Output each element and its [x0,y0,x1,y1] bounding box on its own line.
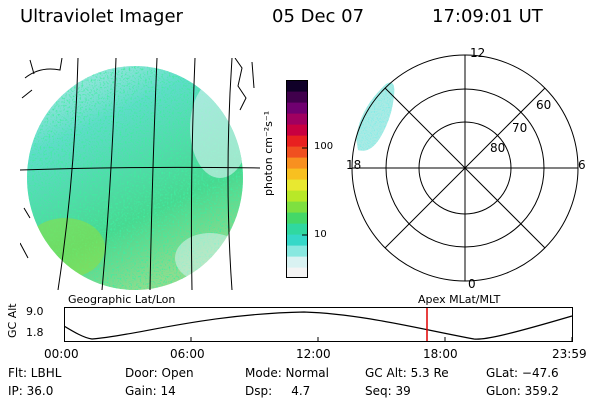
colorbar-unit-label: photon cm⁻²s⁻¹ [262,110,275,196]
image-time: 17:09:01 UT [432,6,543,27]
mlt-label-18: 18 [346,158,362,172]
filter-readout: Flt: LBHL [8,366,62,380]
gc-alt-axis-label: GC Alt [6,303,19,338]
mlat-label-80: 80 [490,141,506,155]
colorbar-band [286,124,308,136]
geographic-caption: Geographic Lat/Lon [68,293,176,306]
geographic-emission [27,66,243,290]
colorbar-band [286,179,308,191]
colorbar-band [286,135,308,147]
mlt-label-12: 12 [470,46,486,60]
colorbar-band [286,212,308,224]
colorbar-band [286,80,308,92]
mode-readout: Mode: Normal [245,366,329,380]
glat-readout: GLat: −47.6 [486,366,559,380]
mlt-label-6: 6 [578,158,586,172]
colorbar-tick-100: 100 [314,141,334,152]
colorbar-band [286,234,308,246]
colorbar-band [286,102,308,114]
time-tick-2359: 23:59 [552,347,587,361]
apex-caption: Apex MLat/MLT [418,293,501,306]
colorbar-band [286,113,308,125]
time-tick-0600: 06:00 [170,347,205,361]
dsp-readout: Dsp: 4.7 [245,384,311,398]
mlat-label-70: 70 [512,121,528,135]
colorbar-band [286,256,308,268]
ip-readout: IP: 36.0 [8,384,54,398]
colorbar-band [286,157,308,169]
time-tick-1200: 12:00 [296,347,331,361]
time-tick-0000: 00:00 [44,347,79,361]
polar-grid [351,54,579,282]
gc-alt-readout: GC Alt: 5.3 Re [365,366,449,380]
colorbar-band [286,223,308,235]
orbit-altitude-curve [64,311,573,340]
geographic-grid [20,58,260,290]
door-readout: Door: Open [125,366,194,380]
gain-readout: Gain: 14 [125,384,176,398]
colorbar-band [286,201,308,213]
mlt-label-0: 0 [468,277,476,291]
colorbar-band [286,168,308,180]
colorbar-tick-10: 10 [314,229,327,240]
time-tick-1800: 18:00 [423,347,458,361]
colorbar-band [286,146,308,158]
imager-title: Ultraviolet Imager [20,6,183,27]
geographic-image[interactable] [20,58,260,290]
polar-plot[interactable] [340,46,590,296]
alt-tick-high: 9.0 [26,305,44,318]
orbit-altitude-plot[interactable] [64,306,574,344]
colorbar-band [286,267,308,278]
alt-tick-low: 1.8 [26,326,44,339]
colorbar-band [286,91,308,103]
colorbar-band [286,245,308,257]
mlat-label-60: 60 [536,98,552,112]
colorbar [286,80,308,278]
seq-readout: Seq: 39 [365,384,411,398]
glon-readout: GLon: 359.2 [486,384,559,398]
colorbar-band [286,190,308,202]
image-date: 05 Dec 07 [272,6,365,27]
